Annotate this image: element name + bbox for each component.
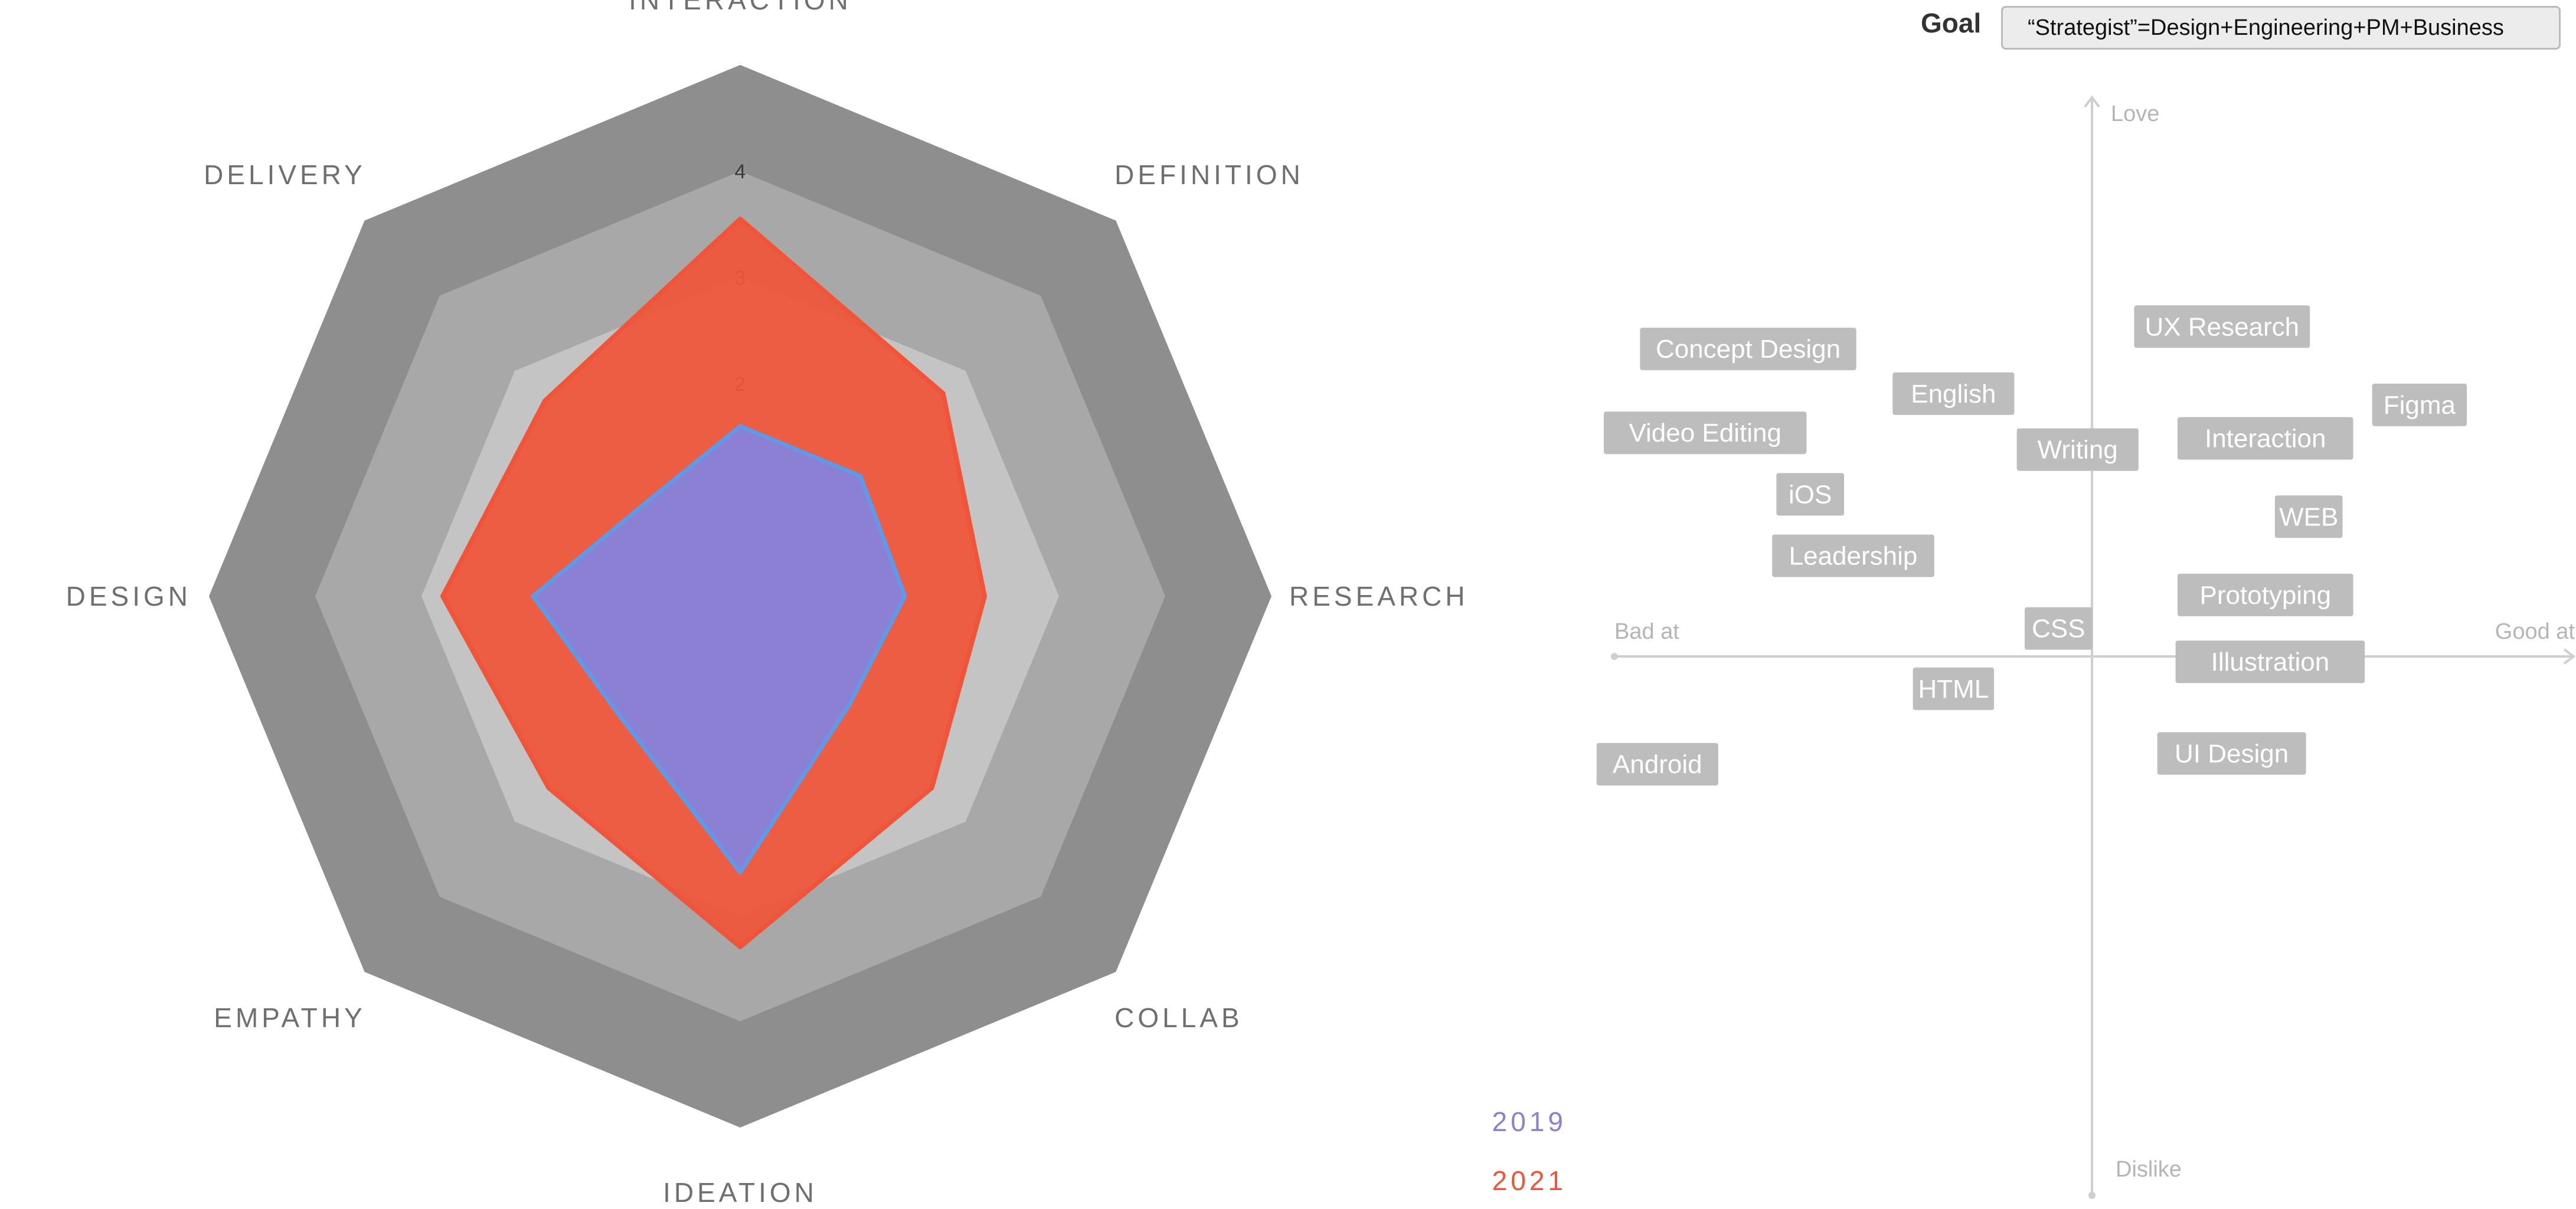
skill-tag-label: UI Design	[2175, 739, 2289, 768]
skill-tag-label: WEB	[2279, 502, 2338, 531]
skill-tag-label: Illustration	[2211, 648, 2330, 677]
radar-axis-label-delivery: DELIVERY	[204, 159, 366, 190]
skill-tag-figma	[2372, 383, 2467, 426]
skill-tag-label: Leadership	[1789, 542, 1918, 571]
skill-tag-ios	[1776, 473, 1845, 516]
skill-tag-label: English	[1911, 380, 1996, 409]
skill-tag-prototyping	[2177, 573, 2353, 616]
radar-axis-label-ideation: IDEATION	[663, 1177, 818, 1208]
skill-tag-label: Video Editing	[1629, 419, 1781, 447]
goal-value: “Strategist”=Design+Engineering+PM+Busin…	[2028, 15, 2504, 40]
x-axis-arrow-icon	[2563, 648, 2576, 665]
legend-entry-2021: 2021	[1492, 1165, 1567, 1196]
skill-tag-english	[1892, 372, 2015, 415]
matrix-label-good-at: Good at	[2495, 619, 2575, 644]
skill-tag-illustration	[2175, 641, 2365, 684]
goal-field[interactable]: “Strategist”=Design+Engineering+PM+Busin…	[2001, 6, 2561, 50]
skill-tag-label: Android	[1613, 750, 1702, 779]
radar-axis-label-research: RESEARCH	[1289, 581, 1469, 612]
x-axis-start-dot	[1611, 653, 1618, 660]
radar-axis-label-definition: DEFINITION	[1114, 159, 1304, 190]
skill-tag-label: CSS	[2032, 615, 2085, 643]
skill-matrix-chart: Love Dislike Bad at Good at Concept Design En…	[1596, 95, 2576, 1199]
skill-tag-writing	[2016, 428, 2139, 471]
skill-tag-label: HTML	[1918, 675, 1989, 704]
skill-tag-video-editing	[1603, 411, 1807, 455]
legend-entry-2019: 2019	[1492, 1106, 1567, 1137]
skill-tag-label: Writing	[2038, 436, 2118, 465]
skill-tag-ux-research	[2134, 305, 2310, 348]
radar-series-2019	[531, 424, 907, 875]
skill-tag-leadership	[1772, 534, 1934, 577]
skill-tag-android	[1596, 743, 1718, 786]
skill-tag-label: Interaction	[2205, 424, 2326, 453]
radar-axis-label-interaction: INTERACTION	[629, 0, 852, 15]
matrix-label-love: Love	[2111, 102, 2159, 126]
matrix-label-dislike: Dislike	[2116, 1157, 2182, 1182]
skill-tag-label: Concept Design	[1656, 335, 1841, 364]
skill-tag-label: Prototyping	[2199, 581, 2331, 610]
skill-tag-label: UX Research	[2145, 312, 2299, 341]
y-axis-arrow-icon	[2084, 95, 2100, 108]
skill-tag-web	[2274, 495, 2343, 538]
radar-axis-label-empathy: EMPATHY	[214, 1002, 366, 1033]
radar-axis-label-collab: COLLAB	[1114, 1002, 1243, 1033]
skill-tag-html	[1913, 667, 1995, 710]
radar-tick-label: 4	[735, 161, 746, 183]
skill-tag-concept-design	[1640, 328, 1856, 371]
skill-tag-label: Figma	[2384, 391, 2456, 420]
skill-tag-interaction	[2177, 417, 2353, 460]
y-axis-end-dot	[2088, 1192, 2096, 1199]
radar-chart: 1234INTERACTIONDEFINITIONRESEARCHCOLLABI…	[66, 0, 1567, 1208]
skill-tag-label: iOS	[1789, 480, 1832, 509]
skill-tag-css	[2025, 607, 2093, 650]
goal-label: Goal	[1921, 8, 1982, 38]
radar-axis-label-design: DESIGN	[66, 581, 191, 612]
matrix-label-bad-at: Bad at	[1614, 619, 1679, 644]
skill-tag-ui-design	[2157, 732, 2306, 775]
